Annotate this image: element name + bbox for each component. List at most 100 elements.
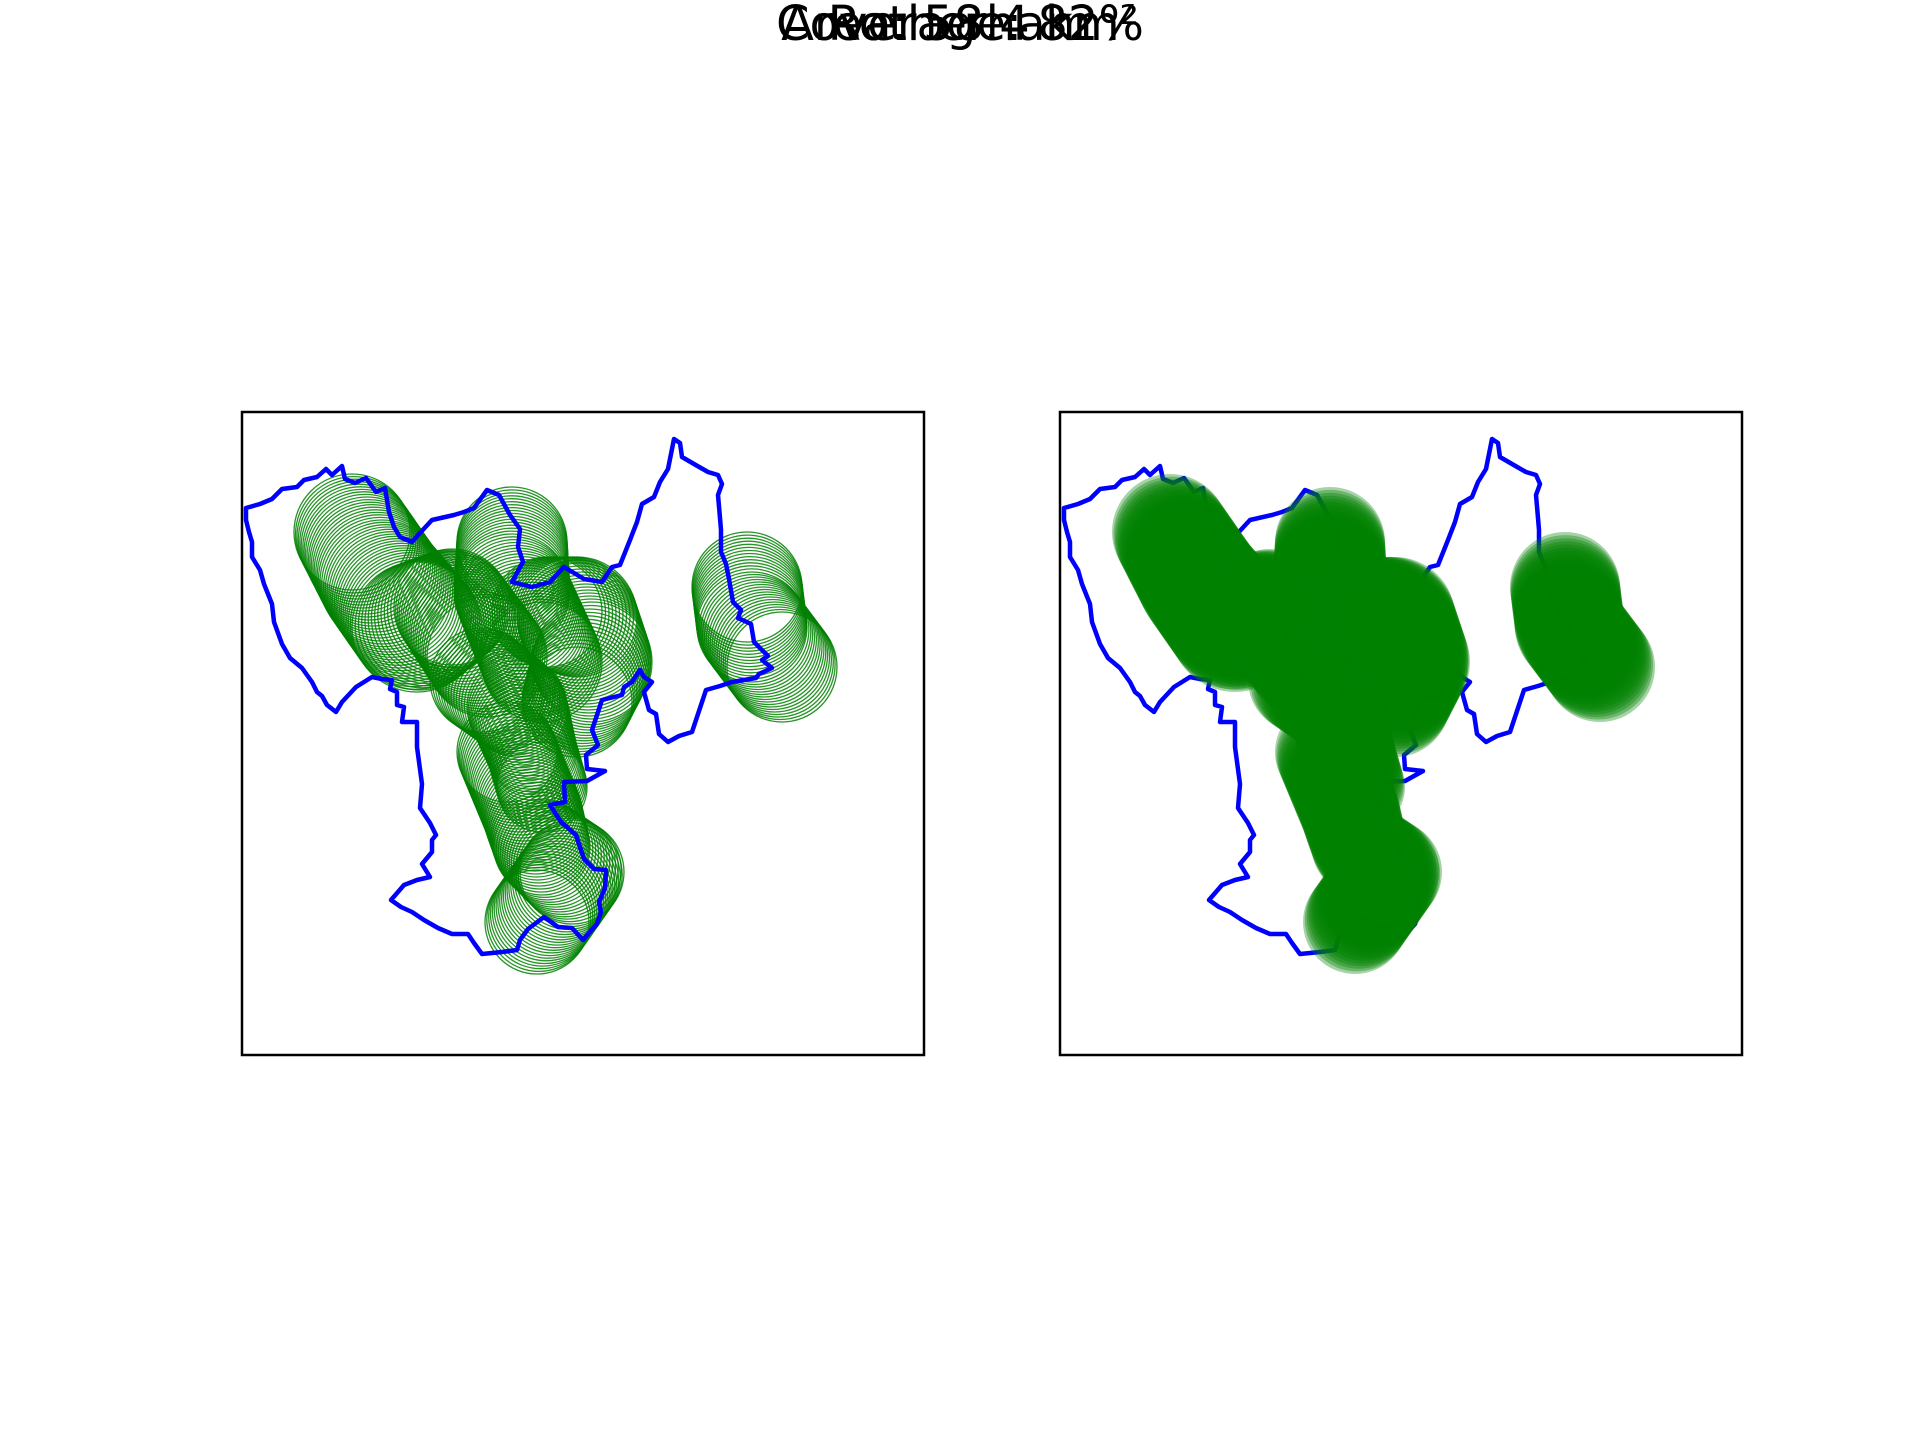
coverage-circle [1343,629,1458,744]
coverage-circle [1150,536,1277,663]
coverage-circle [1513,562,1624,673]
coverage-circle [1241,591,1362,712]
coverage-circle [1513,559,1624,670]
coverage-circle [506,837,612,944]
coverage-circle [1315,851,1420,956]
coverage-circle [726,611,838,723]
coverage-circle [1135,514,1259,638]
coverage-circle [1330,830,1435,935]
coverage-circle [1308,719,1399,810]
coverage-circle [326,528,454,656]
coverage-circle [1145,529,1271,655]
coverage-circle [1290,579,1410,698]
coverage-circle [1183,558,1309,684]
coverage-circle [1157,545,1286,674]
coverage-circle [410,573,531,694]
coverage-circle [1510,538,1621,649]
coverage-circle [1325,809,1425,910]
coverage-circle [445,639,549,744]
coverage-circle [1176,560,1305,688]
coverage-circle [1282,655,1383,756]
coverage-circle [1296,753,1397,853]
coverage-circle [1258,636,1362,740]
coverage-circle [1225,569,1344,687]
coverage-circle [1273,516,1387,631]
coverage-circle [1301,765,1401,865]
coverage-circle [1526,587,1637,697]
coverage-circle [1161,550,1290,679]
coverage-circle [1304,867,1409,972]
coverage-circle [526,586,648,708]
coverage-circle [1339,569,1459,689]
coverage-circle [495,800,594,899]
coverage-circle [1129,504,1251,626]
map-title: Rotherham [827,0,1093,52]
coverage-circle [1212,549,1328,665]
coverage-circle [303,491,424,612]
coverage-circle [1289,667,1387,765]
coverage-circle [1284,565,1403,683]
coverage-circle [1275,487,1385,597]
coverage-circle [1342,578,1462,698]
coverage-circle [1148,534,1275,660]
coverage-circle [1310,557,1420,667]
coverage-circle [1122,491,1242,611]
coverage-circle [467,728,569,830]
coverage-circle [1275,542,1393,660]
coverage-circle [1518,577,1629,687]
coverage-circle [1294,587,1414,707]
coverage-circle [1272,519,1388,634]
coverage-circle [1143,527,1269,652]
coverage-circle [1275,702,1375,802]
coverage-circle [701,578,814,691]
coverage-circle [1325,838,1430,943]
coverage-circle [1349,599,1469,719]
coverage-circle [1305,778,1404,877]
coverage-circle [1334,825,1439,930]
coverage-circle [1530,592,1640,702]
coverage-circle [1152,538,1279,666]
coverage-circle [1232,579,1352,698]
coverage-circle [1346,590,1466,710]
coverage-circle [1310,859,1415,964]
coverage-circle [1159,548,1288,676]
coverage-circle [1281,556,1399,674]
coverage-circle [1515,572,1625,682]
coverage-circle [1286,568,1404,686]
coverage-circle [510,832,616,938]
coverage-circle [1293,585,1412,704]
coverage-circle [1234,581,1354,701]
coverage-circle [1164,555,1294,684]
coverage-circle [1301,697,1393,789]
coverage-circle [525,583,647,705]
coverage-circle [1292,744,1393,844]
coverage-circle [1272,531,1388,647]
coverage-circle [1215,554,1332,671]
coverage-circle [1179,559,1307,686]
coverage-circle [1162,552,1292,682]
coverage-circle [1346,615,1464,733]
coverage-circle [713,593,825,706]
coverage-circle [321,521,447,648]
coverage-circle [1346,619,1463,736]
coverage-circle [319,519,445,645]
coverage-circle [1342,636,1455,749]
coverage-circle [700,576,812,688]
coverage-circle [1302,700,1394,792]
coverage-circle [1266,642,1369,745]
district-boundary [1061,436,1593,957]
coverage-circle [1349,605,1469,725]
coverage-circle [1289,576,1409,696]
coverage-circle [1138,520,1262,644]
coverage-circle [1250,630,1355,734]
coverage-circle [1273,504,1387,617]
coverage-circle [1273,507,1387,621]
coverage-circle [1516,574,1627,685]
coverage-circle [1348,609,1467,728]
coverage-circle [1295,683,1391,779]
coverage-circle [1335,818,1440,922]
district-boundary [243,436,775,957]
coverage-circle [1255,634,1360,738]
coverage-circle [1202,552,1322,672]
coverage-circle [1280,714,1380,814]
